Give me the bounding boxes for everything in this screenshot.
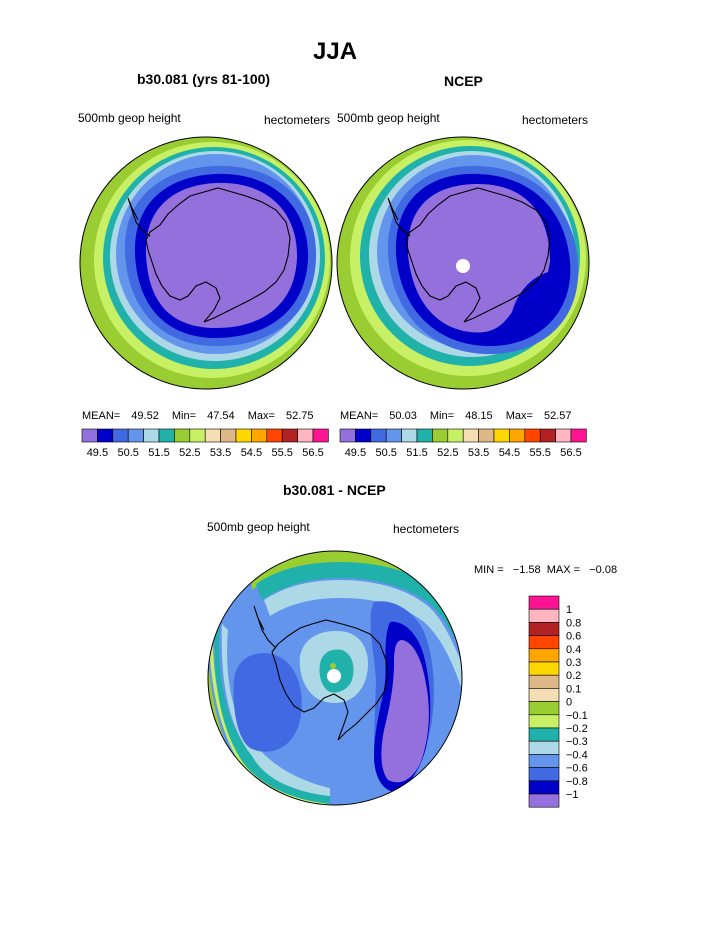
- diff-rim-teal: [214, 612, 330, 804]
- ncep-units-label: hectometers: [522, 113, 589, 127]
- diff-right-purple: [381, 640, 429, 783]
- model-max-value: 52.75: [285, 410, 314, 422]
- diff-center-green: [330, 663, 336, 669]
- diff-colorbar-tick-label: 0: [566, 697, 572, 709]
- diff-colorbar-tick-label: −0.6: [566, 763, 588, 775]
- model-variable-label: 500mb geop height: [78, 111, 181, 125]
- diff-colorbar: 10.8 0.60.40.30.20.1 0−0.1−0.2−0.3−0.4 −0.6…: [528, 595, 588, 808]
- ncep-panel-subtitle: NCEP: [444, 73, 483, 89]
- model-stats: MEAN= 49.52 Min= 47.54 Max= 52.75: [82, 410, 314, 422]
- diff-antarctica-coast: [271, 619, 389, 741]
- ncep-min-label: Min=: [429, 410, 455, 422]
- model-antarctica-coast: [145, 187, 291, 323]
- ncep-mean-value: 50.03: [389, 410, 417, 422]
- diff-variable-label: 500mb geop height: [207, 520, 310, 534]
- ncep-colorbar-tick-label: 51.5: [406, 447, 427, 459]
- diff-colorbar-tick-label: 0.2: [566, 670, 581, 682]
- diff-colorbar-tick-label: −0.8: [566, 776, 588, 788]
- model-mean-label: MEAN=: [82, 410, 121, 422]
- diff-map-border: [207, 550, 463, 806]
- page-title: JJA: [313, 38, 358, 65]
- model-colorbar-tick-label: 50.5: [117, 447, 138, 459]
- model-colorbar-tick-label: 52.5: [179, 447, 200, 459]
- ncep-colorbar-tick-label: 56.5: [560, 447, 581, 459]
- ncep-colorbar-swatch: [570, 428, 587, 443]
- ncep-map-border: [336, 136, 590, 390]
- model-max-label: Max=: [247, 410, 275, 422]
- ncep-colorbar-tick-label: 53.5: [468, 447, 489, 459]
- model-colorbar: 49.5 50.5 51.5 52.5 53.5 54.5 55.5 56.5: [81, 428, 329, 459]
- diff-colorbar-tick-label: 0.1: [566, 683, 581, 695]
- diff-units-label: hectometers: [393, 522, 460, 536]
- ncep-colorbar-tick-label: 55.5: [529, 447, 550, 459]
- diff-colorbar-tick-label: 0.8: [566, 617, 581, 629]
- ncep-colorbar-tick-label: 52.5: [437, 447, 458, 459]
- ncep-antarctica-coast: [405, 187, 551, 323]
- ncep-colorbar-tick-label: 49.5: [345, 447, 366, 459]
- model-colorbar-tick-label: 49.5: [87, 447, 108, 459]
- diff-colorbar-tick-label: −0.2: [566, 723, 588, 735]
- ncep-stats: MEAN= 50.03 Min= 48.15 Max= 52.57: [340, 410, 572, 422]
- diff-top-teal: [256, 562, 462, 664]
- model-colorbar-tick-label: 54.5: [241, 447, 262, 459]
- ncep-peninsula-coast: [387, 197, 411, 237]
- ncep-colorbar-tick-label: 54.5: [499, 447, 520, 459]
- diff-left-blue: [233, 653, 302, 752]
- model-band-8: [145, 182, 298, 329]
- ncep-band-8: [407, 184, 550, 333]
- ncep-mean-label: MEAN=: [340, 410, 379, 422]
- ncep-max-value: 52.57: [543, 410, 572, 422]
- diff-peninsula-coast: [253, 605, 277, 649]
- ncep-colorbar-tick-label: 50.5: [375, 447, 396, 459]
- model-peninsula-coast: [127, 197, 151, 237]
- model-min-label: Min=: [171, 410, 197, 422]
- ncep-variable-label: 500mb geop height: [337, 111, 440, 125]
- diff-colorbar-tick-label: −0.4: [566, 749, 588, 761]
- diff-panel-subtitle: b30.081 - NCEP: [283, 482, 386, 498]
- model-panel-subtitle: b30.081 (yrs 81-100): [137, 71, 271, 87]
- model-colorbar-swatch: [312, 428, 329, 443]
- model-colorbar-tick-label: 55.5: [271, 447, 292, 459]
- model-colorbar-tick-label: 51.5: [148, 447, 169, 459]
- diff-colorbar-tick-label: 0.3: [566, 657, 581, 669]
- diff-minmax: MIN = −1.58 MAX = −0.08: [474, 564, 618, 576]
- diff-colorbar-swatch: [528, 793, 560, 808]
- diff-colorbar-tick-label: 1: [566, 604, 572, 616]
- ncep-colorbar: 49.5 50.5 51.5 52.5 53.5 54.5 55.5 56.5: [339, 428, 587, 459]
- model-colorbar-tick-label: 53.5: [210, 447, 231, 459]
- diff-top-light: [264, 580, 462, 690]
- diff-colorbar-tick-label: −0.3: [566, 736, 588, 748]
- ncep-min-value: 48.15: [465, 410, 493, 422]
- model-colorbar-tick-label: 56.5: [302, 447, 323, 459]
- diff-colorbar-tick-label: −0.1: [566, 710, 588, 722]
- diff-pole-marker: [327, 669, 341, 683]
- model-mean-value: 49.52: [131, 410, 159, 422]
- model-min-value: 47.54: [207, 410, 235, 422]
- model-units-label: hectometers: [264, 113, 331, 127]
- ncep-pole-marker: [456, 259, 470, 273]
- diff-colorbar-tick-label: −1: [566, 789, 579, 801]
- model-map-border: [79, 136, 333, 390]
- diff-rim-lime: [209, 604, 330, 805]
- diff-colorbar-tick-label: 0.4: [566, 644, 581, 656]
- diff-colorbar-tick-label: 0.6: [566, 631, 581, 643]
- ncep-max-label: Max=: [505, 410, 533, 422]
